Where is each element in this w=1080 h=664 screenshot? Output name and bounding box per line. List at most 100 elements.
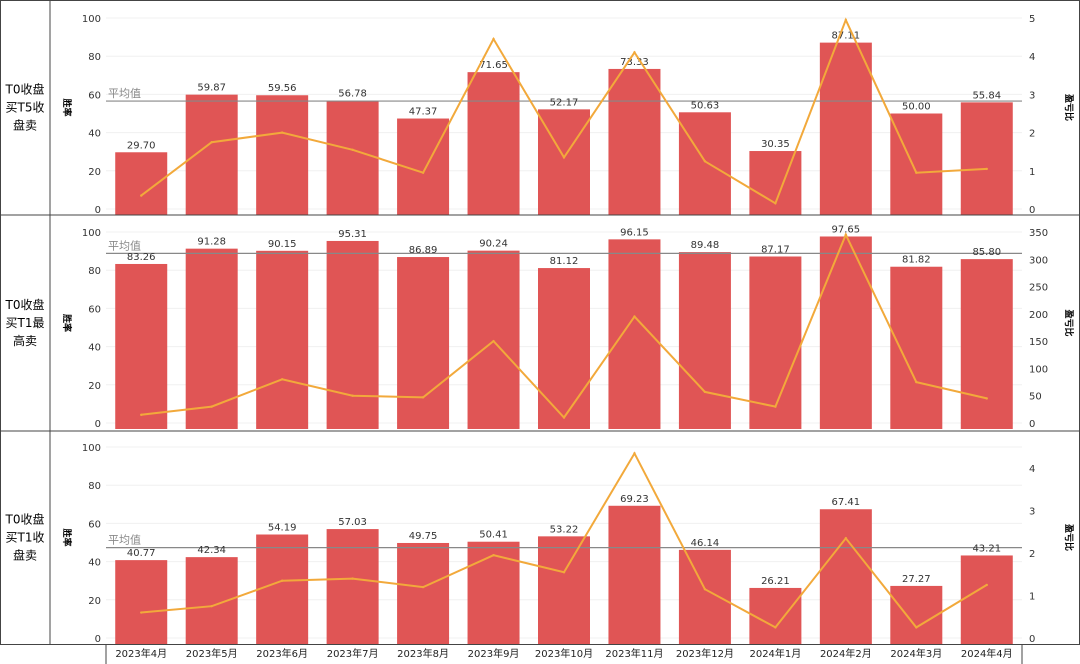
y2-tick-label: 2	[1029, 549, 1035, 560]
line-point	[210, 604, 213, 608]
y2-tick-label: 350	[1029, 228, 1048, 239]
y2-tick-label: 5	[1029, 14, 1035, 25]
bar	[467, 541, 520, 644]
data-label: 81.82	[902, 255, 931, 266]
y-tick-label: 80	[88, 481, 101, 492]
x-tick-label: 2024年3月	[890, 647, 942, 660]
y2-tick-label: 2	[1029, 129, 1035, 140]
bar	[608, 239, 661, 429]
line-point	[633, 452, 636, 455]
line-point	[633, 315, 636, 318]
bar	[467, 72, 520, 215]
y2-tick-label: 3	[1029, 507, 1035, 518]
line-point	[210, 405, 213, 408]
bar	[960, 259, 1013, 429]
bar	[608, 68, 661, 215]
y-tick-label: 0	[95, 205, 101, 216]
y2-axis-title: 盈亏比	[1063, 523, 1075, 551]
data-label: 87.17	[761, 245, 790, 256]
y-tick-label: 20	[88, 381, 101, 392]
y2-tick-label: 0	[1029, 419, 1035, 430]
data-label: 71.65	[479, 60, 508, 71]
data-label: 54.19	[268, 522, 297, 533]
y-tick-label: 100	[82, 228, 101, 239]
bar	[890, 585, 943, 644]
data-label: 30.35	[761, 139, 790, 150]
data-label: 55.84	[972, 90, 1001, 101]
data-label: 50.00	[902, 102, 931, 113]
bar	[819, 42, 872, 215]
data-label: 97.65	[832, 224, 861, 235]
y2-axis-title: 盈亏比	[1063, 93, 1075, 121]
x-tick-label: 2023年5月	[186, 647, 238, 660]
line-point	[351, 148, 354, 151]
bar	[960, 555, 1013, 644]
line-point	[844, 233, 848, 236]
data-label: 86.89	[409, 245, 438, 256]
data-label: 85.80	[972, 247, 1001, 258]
y-tick-label: 80	[88, 266, 101, 277]
data-label: 95.31	[338, 229, 367, 240]
x-tick-label: 2023年6月	[256, 647, 308, 660]
panel-1: 0 20 40 60 80 100 0 1 2 3 4 5 胜率 盈亏比 T0收盘买T5收盘卖 平均值 29.7…	[5, 14, 1075, 216]
line-point	[703, 160, 707, 163]
line-point	[774, 202, 777, 205]
y2-tick-label: 1	[1029, 167, 1035, 178]
line-point	[844, 18, 848, 22]
line-point	[774, 626, 777, 629]
y-tick-label: 60	[88, 519, 101, 530]
data-label: 46.14	[691, 538, 720, 549]
y-tick-label: 20	[88, 167, 101, 178]
line-point	[210, 140, 213, 144]
data-label: 49.75	[409, 531, 438, 542]
row-label: T0收盘买T1收盘卖	[5, 512, 45, 563]
x-tick-label: 2023年12月	[676, 647, 734, 660]
line-point	[492, 339, 495, 343]
y-tick-label: 0	[95, 634, 101, 645]
bar	[678, 252, 731, 429]
bar	[890, 266, 943, 429]
line-point	[280, 131, 284, 134]
data-label: 57.03	[338, 517, 367, 528]
bar	[256, 250, 309, 429]
data-label: 67.41	[832, 497, 861, 508]
y-tick-label: 60	[88, 304, 101, 315]
data-label: 59.87	[197, 83, 226, 94]
bar	[890, 113, 943, 215]
line-point	[985, 583, 988, 587]
y2-tick-label: 4	[1029, 464, 1035, 475]
bar	[749, 587, 802, 644]
line-point	[633, 51, 636, 54]
bar	[678, 549, 731, 644]
panel-3: 0 20 40 60 80 100 0 1 2 3 4 胜率 盈亏比 T0收盘买T1收盘卖 平均值40.77…	[5, 443, 1075, 645]
bar	[256, 534, 309, 644]
x-axis: 2023年4月 2023年5月 2023年6月 2023年7月 2023年8月 2023年…	[115, 647, 1012, 660]
y2-tick-label: 0	[1029, 205, 1035, 216]
y2-tick-label: 1	[1029, 592, 1035, 603]
data-label: 47.37	[409, 107, 438, 118]
data-label: 73.33	[620, 57, 649, 68]
x-tick-label: 2023年7月	[327, 647, 379, 660]
line-point	[421, 171, 425, 174]
y2-tick-label: 150	[1029, 337, 1048, 348]
y2-tick-label: 250	[1029, 283, 1048, 294]
y2-tick-label: 4	[1029, 52, 1035, 63]
line-point	[985, 167, 988, 171]
bar	[538, 536, 590, 644]
bar	[326, 240, 379, 429]
data-label: 56.78	[338, 89, 367, 100]
x-tick-label: 2024年2月	[820, 647, 872, 660]
y-tick-label: 80	[88, 52, 101, 63]
bar	[749, 151, 802, 215]
line-point	[562, 156, 566, 159]
x-tick-label: 2024年4月	[961, 647, 1013, 660]
line-point	[703, 587, 707, 591]
data-label: 81.12	[550, 256, 579, 267]
bar	[749, 256, 802, 429]
y-tick-label: 100	[82, 443, 101, 454]
line-point	[915, 171, 918, 174]
x-tick-label: 2023年10月	[535, 647, 593, 660]
row-label: T0收盘买T5收盘卖	[5, 82, 45, 133]
data-label: 27.27	[902, 574, 931, 585]
line-point	[351, 577, 354, 580]
